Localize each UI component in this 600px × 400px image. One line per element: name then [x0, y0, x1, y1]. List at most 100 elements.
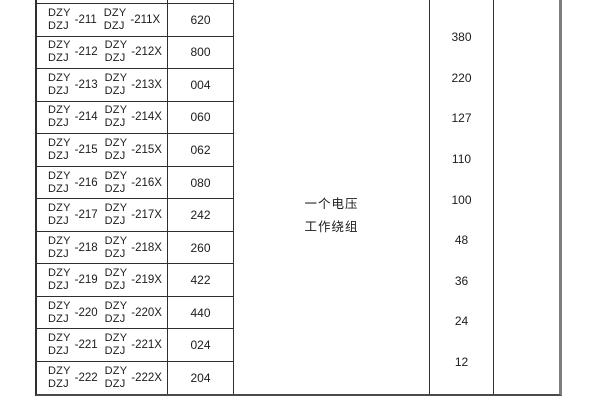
- model-suffix: -214: [74, 111, 98, 124]
- series-stack: DZY DZJ: [48, 267, 71, 293]
- table-row-models: DZY DZJ -218 DZY DZJ -218X: [37, 230, 167, 264]
- voltage-value: 100: [451, 192, 472, 207]
- series-top-label: DZY: [48, 202, 71, 215]
- series-bottom-label: DZJ: [48, 117, 69, 130]
- series-bottom-label: DZJ: [48, 247, 69, 260]
- model-group-base: DZY DZJ -221: [48, 332, 98, 358]
- table-row-code: 024: [168, 328, 233, 361]
- series-stack: DZY DZJ: [48, 235, 71, 261]
- table-row-models: DZY DZJ -215 DZY DZJ -215X: [37, 133, 167, 166]
- series-stack: DZY DZJ: [48, 332, 71, 358]
- model-x-suffix: -218X: [131, 241, 162, 254]
- model-suffix: -219: [74, 274, 98, 287]
- code-column: 620 800 004 060 062 080 242 260 422: [168, 0, 234, 394]
- code-value: 242: [190, 208, 211, 223]
- code-value: 080: [190, 175, 211, 190]
- series-bottom-label: DZJ: [104, 84, 126, 97]
- model-group-base: DZY DZJ -212: [48, 39, 98, 65]
- series-stack: DZY DZJ: [105, 365, 128, 391]
- series-top-label: DZY: [104, 136, 128, 149]
- code-value: 062: [190, 142, 211, 157]
- model-suffix: -215: [74, 143, 98, 156]
- table-row-models: DZY DZJ -211 DZY DZJ -211X: [37, 3, 167, 36]
- model-suffix: -222: [74, 371, 98, 384]
- model-group-x: DZY DZJ -213X: [105, 72, 162, 98]
- model-x-suffix: -215X: [131, 143, 162, 156]
- series-stack: DZY DZJ: [105, 39, 128, 65]
- model-group-base: DZY DZJ -218: [48, 235, 98, 261]
- code-rows: 620 800 004 060 062 080 242 260 422: [168, 3, 233, 394]
- series-top-label: DZY: [104, 364, 128, 377]
- voltage-column: 380 220 127 110 100 48 36 24 12: [430, 0, 494, 394]
- series-bottom-label: DZJ: [104, 247, 126, 260]
- model-group-x: DZY DZJ -215X: [105, 137, 162, 163]
- winding-label-line1: 一个电压: [304, 197, 359, 211]
- model-group-x: DZY DZJ -221X: [105, 332, 162, 358]
- series-bottom-label: DZJ: [48, 345, 69, 358]
- model-x-suffix: -212X: [131, 46, 162, 59]
- model-group-base: DZY DZJ -217: [48, 202, 98, 228]
- winding-label: 一个电压 工作绕组: [234, 193, 429, 239]
- code-value: 422: [190, 273, 211, 288]
- series-bottom-label: DZJ: [48, 52, 69, 65]
- table-row-code: 060: [168, 100, 233, 134]
- series-top-label: DZY: [103, 6, 127, 19]
- table-row-code: 204: [168, 361, 233, 394]
- voltage-list: 380 220 127 110 100 48 36 24 12: [430, 0, 493, 394]
- series-top-label: DZY: [48, 6, 71, 19]
- series-bottom-label: DZJ: [104, 117, 126, 130]
- series-bottom-label: DZJ: [104, 280, 126, 293]
- series-bottom-label: DZJ: [104, 345, 126, 358]
- series-bottom-label: DZJ: [48, 182, 69, 195]
- model-group-base: DZY DZJ -216: [48, 170, 98, 196]
- series-bottom-label: DZJ: [48, 280, 69, 293]
- series-top-label: DZY: [104, 71, 128, 84]
- series-top-label: DZY: [48, 136, 71, 149]
- series-top-label: DZY: [104, 169, 128, 182]
- code-value: 800: [190, 45, 211, 60]
- series-stack: DZY DZJ: [105, 137, 128, 163]
- model-x-suffix: -222X: [131, 371, 162, 384]
- model-group-base: DZY DZJ -214: [48, 104, 98, 130]
- series-stack: DZY DZJ: [48, 104, 71, 130]
- table-row-code: 242: [168, 198, 233, 231]
- code-value: 440: [190, 305, 211, 320]
- table-row-models: DZY DZJ -213 DZY DZJ -213X: [37, 68, 167, 101]
- series-top-label: DZY: [48, 299, 71, 312]
- model-group-x: DZY DZJ -212X: [105, 39, 162, 65]
- series-top-label: DZY: [104, 332, 128, 345]
- table-row-models: DZY DZJ -222 DZY DZJ -222X: [37, 361, 167, 394]
- table-row-code: 800: [168, 35, 233, 69]
- model-group-x: DZY DZJ -216X: [105, 170, 162, 196]
- table-row-code: 440: [168, 295, 233, 329]
- model-x-suffix: -219X: [131, 274, 162, 287]
- series-stack: DZY DZJ: [105, 170, 128, 196]
- model-suffix: -213: [74, 78, 98, 91]
- series-top-label: DZY: [104, 39, 128, 52]
- model-x-suffix: -217X: [131, 209, 162, 222]
- series-top-label: DZY: [48, 104, 71, 117]
- model-x-suffix: -220X: [131, 306, 162, 319]
- model-x-suffix: -214X: [131, 111, 162, 124]
- code-value: 260: [190, 240, 211, 255]
- model-suffix: -221: [74, 339, 98, 352]
- model-group-x: DZY DZJ -222X: [105, 365, 162, 391]
- series-top-label: DZY: [48, 39, 71, 52]
- model-x-suffix: -213X: [131, 78, 162, 91]
- model-group-x: DZY DZJ -218X: [105, 235, 162, 261]
- voltage-value: 24: [454, 314, 469, 329]
- table-row-code: 062: [168, 133, 233, 166]
- series-bottom-label: DZJ: [104, 215, 126, 228]
- model-group-x: DZY DZJ -217X: [105, 202, 162, 228]
- series-top-label: DZY: [104, 299, 128, 312]
- series-stack: DZY DZJ: [105, 72, 128, 98]
- series-bottom-label: DZJ: [103, 19, 125, 32]
- model-group-x: DZY DZJ -214X: [105, 104, 162, 130]
- table-row-code: 422: [168, 263, 233, 296]
- table-row-models: DZY DZJ -220 DZY DZJ -220X: [37, 295, 167, 329]
- voltage-value: 48: [454, 233, 469, 248]
- relay-spec-table: DZY DZJ -211 DZY DZJ -211X: [35, 0, 562, 396]
- series-bottom-label: DZJ: [48, 312, 69, 325]
- series-top-label: DZY: [48, 71, 71, 84]
